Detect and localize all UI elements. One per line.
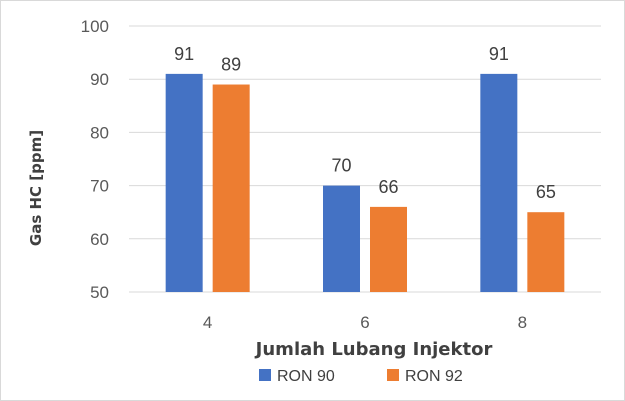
bar-ron-90-6 xyxy=(323,185,360,292)
y-tick-label: 90 xyxy=(90,70,109,89)
legend-swatch xyxy=(259,369,271,381)
y-tick-label: 50 xyxy=(90,283,109,302)
legend-item-ron-92: RON 92 xyxy=(387,368,463,385)
bar-ron-90-8 xyxy=(480,73,518,292)
data-label: 65 xyxy=(536,182,556,202)
bar-ron-92-8 xyxy=(527,212,565,292)
legend-label: RON 92 xyxy=(405,368,463,385)
x-tick-label: 8 xyxy=(518,313,527,332)
legend-swatch xyxy=(387,369,399,381)
y-tick-label: 60 xyxy=(90,230,109,249)
y-axis-title: Gas HC [ppm] xyxy=(27,130,45,246)
bars xyxy=(165,73,565,293)
bar-ron-92-4 xyxy=(212,84,250,293)
x-axis-title: Jumlah Lubang Injektor xyxy=(254,339,493,360)
legend: RON 90 RON 92 xyxy=(259,368,463,385)
y-tick-label: 100 xyxy=(81,17,109,36)
data-label: 66 xyxy=(378,177,398,197)
x-tick-label: 4 xyxy=(203,313,212,332)
y-tick-label: 70 xyxy=(90,177,109,196)
data-labels: 91 89 70 66 91 65 xyxy=(174,44,556,202)
y-axis-ticks: 50 60 70 80 90 100 xyxy=(81,17,109,302)
x-tick-label: 6 xyxy=(360,313,369,332)
data-label: 91 xyxy=(174,44,194,64)
data-label: 70 xyxy=(331,156,351,176)
data-label: 91 xyxy=(489,44,509,64)
data-label: 89 xyxy=(221,55,241,75)
bar-ron-92-6 xyxy=(370,206,407,292)
legend-item-ron-90: RON 90 xyxy=(259,368,335,385)
x-axis-ticks: 4 6 8 xyxy=(203,313,527,332)
y-tick-label: 80 xyxy=(90,123,109,142)
gridlines xyxy=(129,25,601,293)
legend-label: RON 90 xyxy=(277,368,335,385)
bar-ron-90-4 xyxy=(165,73,203,292)
